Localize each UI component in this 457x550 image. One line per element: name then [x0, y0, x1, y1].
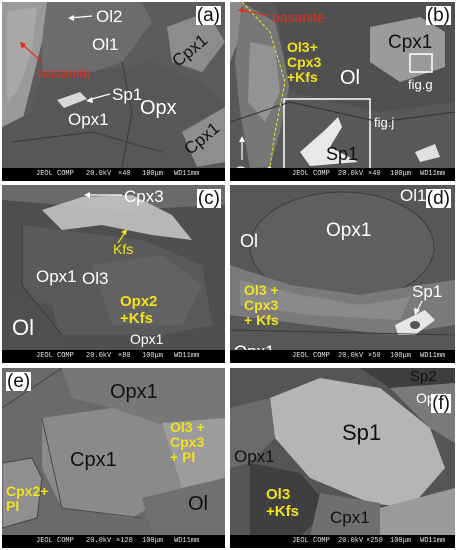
panel-b-arrows: [238, 2, 286, 168]
panel-a-footer: JEOL COMP 20.0kV ×40 100μm WD11mm: [2, 168, 225, 181]
label-opx1-left: Opx1: [234, 447, 275, 466]
label-cpx1: Cpx1: [330, 508, 370, 527]
panel-e-image: [2, 368, 225, 548]
label-kfs: Kfs: [113, 241, 134, 257]
label-opx1-upper: Opx1: [36, 267, 77, 286]
panel-e: Opx1 Ol3 + Cpx3 + Pl Cpx1 Cpx2+ Pl Ol (e…: [2, 368, 225, 548]
label-sp2: Sp2: [410, 368, 437, 385]
panel-d-arrows: [414, 300, 423, 315]
panel-d: Ol1 Ol Opx1 Ol3 + Cpx3 + Kfs Sp1 Opx1 (d…: [230, 185, 455, 363]
panel-a-letter: (a): [195, 5, 221, 26]
panel-a-arrows: [20, 15, 111, 103]
panel-c-letter: (c): [196, 188, 221, 209]
label-ol: Ol: [340, 67, 360, 89]
label-cpx2-pl: Cpx2+ Pl: [6, 483, 49, 514]
panel-c-image: [2, 185, 225, 363]
label-opx1-lower: Opx1: [130, 331, 164, 347]
label-ol: Ol: [240, 231, 258, 251]
label-ol: Ol: [188, 493, 208, 515]
label-fig-j: fig.j: [374, 115, 395, 130]
label-ol1: Ol1: [400, 186, 427, 205]
label-opx2-kfs: Opx2 +Kfs: [120, 293, 158, 327]
panel-c: Cpx3 Kfs Opx1 Ol3 Opx2 +Kfs Ol Opx1 (c) …: [2, 185, 225, 363]
panel-a-image: [2, 2, 225, 181]
label-cpx1: Cpx1: [70, 449, 117, 471]
panel-c-arrows: [84, 192, 127, 244]
panel-b-footer: JEOL COMP 20.0kV ×40 100μm WD11mm: [230, 168, 455, 181]
label-ol: Ol: [12, 315, 34, 340]
label-sp1: Sp1: [412, 282, 443, 301]
label-ol3-cpx3-kfs: Ol3+ Cpx3 +Kfs: [287, 39, 322, 85]
label-basanite: basanite: [38, 65, 91, 81]
panel-d-footer: JEOL COMP 20.0kV ×50 100μm WD11mm: [230, 350, 455, 363]
panel-a: Ol2 Ol1 basanite Sp1 Opx1 Opx Cpx1 Cpx1 …: [2, 2, 225, 181]
label-ol3-cpx3-pl: Ol3 + Cpx3 + Pl: [170, 419, 205, 465]
label-sp1: Sp1: [326, 144, 359, 164]
panel-c-footer: JEOL COMP 20.0kV ×80 100μm WD11mm: [2, 350, 225, 363]
panel-d-image: [230, 185, 455, 363]
label-ol3: Ol3: [82, 269, 109, 288]
panel-e-footer: JEOL COMP 20.0kV ×120 100μm WD11mm: [2, 535, 225, 548]
panel-f-letter: (f): [431, 393, 451, 414]
panel-b-image: [230, 2, 455, 181]
label-ol1: Ol1: [92, 35, 119, 54]
panel-f-footer: JEOL COMP 20.0kV ×250 100μm WD11mm: [230, 535, 455, 548]
label-opx: Opx: [140, 97, 177, 119]
label-opx1: Opx1: [68, 110, 109, 129]
label-sp1: Sp1: [112, 85, 143, 104]
label-ol3-cpx3-kfs: Ol3 + Cpx3 + Kfs: [244, 282, 279, 328]
panel-b: basanite Ol3+ Cpx3 +Kfs Ol Cpx1 fig.g fi…: [230, 2, 455, 181]
label-sp1: Sp1: [342, 420, 382, 445]
panel-d-letter: (d): [425, 188, 451, 209]
label-cpx3: Cpx3: [124, 187, 164, 206]
label-basanite: basanite: [272, 9, 325, 25]
panel-f: Sp2 Opx1 Sp1 Opx1 Ol3 +Kfs Cpx1 (f) JEOL…: [230, 368, 455, 548]
panel-e-letter: (e): [6, 371, 32, 392]
label-ol2: Ol2: [96, 7, 123, 26]
label-fig-g: fig.g: [408, 77, 433, 92]
panel-b-letter: (b): [425, 5, 451, 26]
label-opx1: Opx1: [110, 381, 158, 403]
label-ol3-kfs: Ol3 +Kfs: [266, 486, 299, 520]
label-cpx1: Cpx1: [388, 32, 433, 53]
label-opx1-center: Opx1: [326, 220, 372, 241]
